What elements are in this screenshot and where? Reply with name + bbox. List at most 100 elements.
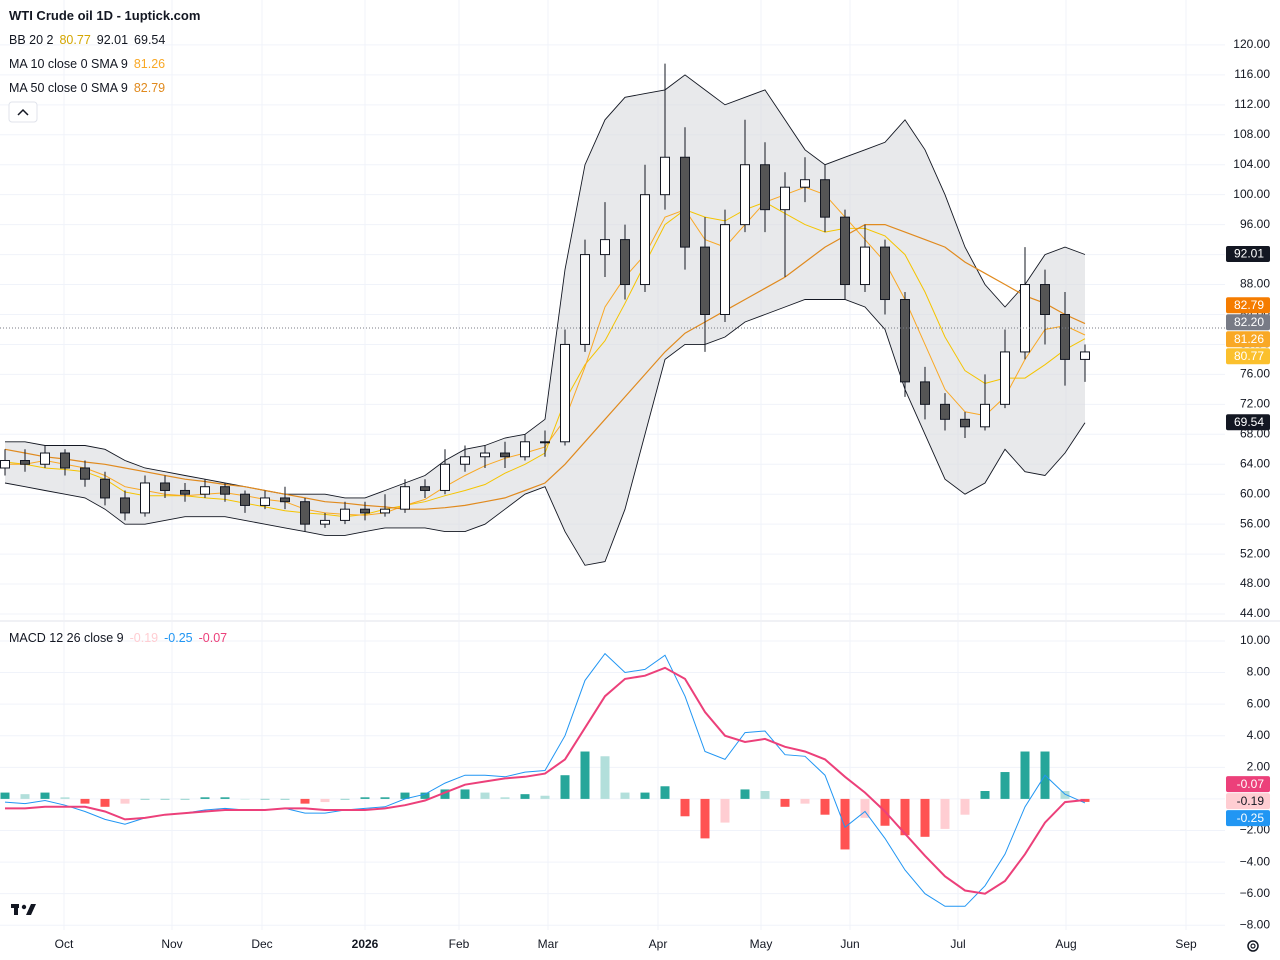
candle-body <box>620 239 630 286</box>
histogram-bar <box>840 798 850 850</box>
legend-value: 69.54 <box>134 33 166 47</box>
histogram-bar <box>0 792 10 799</box>
price-badge-label: -0.07 <box>1237 777 1265 791</box>
price-badge-label: 81.26 <box>1234 332 1264 346</box>
y-tick-label: 120.00 <box>1233 37 1270 51</box>
histogram-bar <box>580 751 590 799</box>
x-tick-label: Mar <box>538 937 559 951</box>
histogram-bar <box>40 792 50 799</box>
histogram-bar <box>620 792 630 799</box>
candle-body <box>440 463 450 491</box>
legend-value: 82.79 <box>133 81 166 95</box>
candle-body <box>100 478 110 499</box>
x-tick-label: 2026 <box>352 937 379 951</box>
candle-body <box>240 493 250 506</box>
histogram-bar <box>1060 791 1070 799</box>
candle-body <box>280 497 290 503</box>
legend-value: 80.77 <box>59 33 91 47</box>
y-tick-label: 60.00 <box>1240 486 1270 500</box>
candle-body <box>820 179 830 218</box>
y-tick-label: 100.00 <box>1233 187 1270 201</box>
histogram-bar <box>60 797 70 799</box>
histogram-bar <box>720 798 730 823</box>
candle-body <box>1020 284 1030 353</box>
candle-body <box>220 486 230 495</box>
histogram-bar <box>180 798 190 800</box>
candle-body <box>1000 351 1010 405</box>
legend-value: -0.25 <box>164 631 193 645</box>
candle-body <box>520 441 530 458</box>
price-badge-label: 92.01 <box>1234 247 1264 261</box>
y-tick-label: 104.00 <box>1233 157 1270 171</box>
ma50-legend: MA 50 close 0 SMA 9 82.79 <box>9 81 171 95</box>
histogram-bar <box>960 798 970 815</box>
candle-body <box>540 441 550 444</box>
histogram-bar <box>560 775 570 799</box>
legend-value: -0.07 <box>198 631 228 645</box>
y-tick-label: 56.00 <box>1240 516 1270 530</box>
histogram-bar <box>460 789 470 799</box>
candle-body <box>200 486 210 495</box>
histogram-bar <box>480 792 490 799</box>
candle-body <box>400 486 410 510</box>
candle-body <box>460 456 470 465</box>
candle-body <box>1040 284 1050 315</box>
candle-body <box>640 194 650 286</box>
histogram-bar <box>380 797 390 799</box>
y-tick-label: 44.00 <box>1240 606 1270 620</box>
candle-body <box>0 460 10 469</box>
histogram-bar <box>920 798 930 837</box>
x-tick-label: May <box>750 937 773 951</box>
price-badge-label: 82.79 <box>1234 298 1264 312</box>
histogram-bar <box>780 798 790 807</box>
legend-value: 92.01 <box>96 33 129 47</box>
candle-body <box>860 246 870 286</box>
price-badge <box>1226 331 1270 348</box>
y-tick-label: 112.00 <box>1234 97 1270 111</box>
y-tick-label: 48.00 <box>1240 576 1270 590</box>
candle-body <box>720 224 730 315</box>
candle-body <box>840 216 850 286</box>
price-badge <box>1226 297 1270 314</box>
price-badge-label: -0.25 <box>1237 811 1265 825</box>
y-tick-label: 96.00 <box>1240 217 1270 231</box>
candle-body <box>320 519 330 525</box>
axes: Oct Nov Dec 2026 Feb Mar Apr May Jun Jul Aug Sep 44.… <box>55 37 1271 951</box>
y-tick-label: 52.00 <box>1240 546 1270 560</box>
y-tick-label: 64.00 <box>1240 456 1270 470</box>
y-tick-label: 2.00 <box>1247 759 1271 773</box>
candle-body <box>380 508 390 514</box>
main-pane <box>0 63 1225 566</box>
collapse-button[interactable] <box>8 101 38 123</box>
histogram-bar <box>440 789 450 799</box>
candle-body <box>60 452 70 469</box>
y-tick-label: 116.00 <box>1234 67 1270 81</box>
candle-body <box>140 482 150 514</box>
histogram-bar <box>900 798 910 836</box>
macd-line <box>4 652 1086 907</box>
candle-body <box>260 497 270 506</box>
histogram-bar <box>240 798 250 800</box>
y-tick-label: 6.00 <box>1247 696 1271 710</box>
histogram-bar <box>680 798 690 817</box>
candle-body <box>420 486 430 491</box>
histogram-bar <box>520 794 530 799</box>
price-badge <box>1226 810 1270 827</box>
histogram-bar <box>20 794 30 799</box>
histogram-bar <box>540 795 550 799</box>
candle-body <box>580 254 590 345</box>
histogram-bar <box>420 792 430 799</box>
y-tick-label: −6.00 <box>1240 886 1271 900</box>
candle-body <box>160 482 170 491</box>
candle-body <box>500 452 510 458</box>
settings-icon[interactable] <box>1247 940 1259 952</box>
legend-value: 81.26 <box>133 57 166 71</box>
histogram-bar <box>140 798 150 800</box>
histogram-bar <box>1000 772 1010 799</box>
histogram-bar <box>400 792 410 799</box>
macd-pane <box>0 652 1090 907</box>
x-tick-label: Jul <box>950 937 965 951</box>
y-tick-label: 4.00 <box>1247 728 1271 742</box>
histogram-bar <box>220 797 230 799</box>
